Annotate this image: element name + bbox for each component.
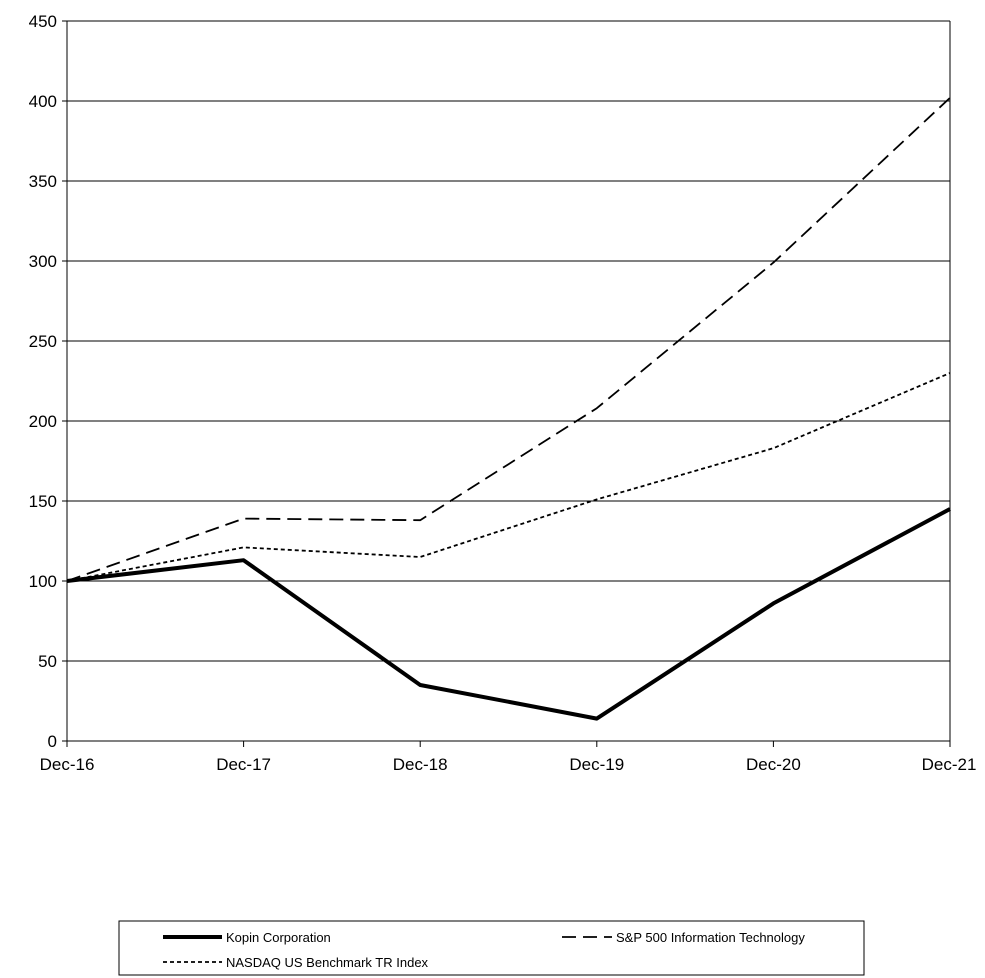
- y-tick-label: 100: [29, 572, 57, 591]
- legend-label-1: S&P 500 Information Technology: [616, 930, 805, 945]
- series-lines: [66, 97, 951, 721]
- legend: Kopin Corporation S&P 500 Information Tec…: [118, 920, 865, 976]
- gridlines: [67, 20, 950, 662]
- series-line-1: [66, 97, 951, 582]
- y-tick-label: 150: [29, 492, 57, 511]
- x-tick-label: Dec-19: [569, 755, 624, 774]
- y-tick-label: 400: [29, 92, 57, 111]
- x-tick-label: Dec-18: [393, 755, 448, 774]
- y-tick-label: 300: [29, 252, 57, 271]
- x-tick-label: Dec-20: [746, 755, 801, 774]
- y-tick-label: 50: [38, 652, 57, 671]
- x-tick-label: Dec-16: [40, 755, 95, 774]
- legend-label-2: NASDAQ US Benchmark TR Index: [226, 955, 429, 970]
- legend-label-0: Kopin Corporation: [226, 930, 331, 945]
- axes: 0 50 100 150 200 250 300 350 400 450 Dec-16 Dec-17 D…: [29, 12, 977, 774]
- y-tick-label: 250: [29, 332, 57, 351]
- series-line-2: [66, 372, 951, 582]
- y-tick-label: 450: [29, 12, 57, 31]
- x-tick-label: Dec-21: [922, 755, 977, 774]
- y-tick-label: 350: [29, 172, 57, 191]
- x-tick-label: Dec-17: [216, 755, 271, 774]
- legend-box: [118, 920, 865, 976]
- series-line-0: [66, 507, 951, 721]
- y-tick-label: 0: [48, 732, 57, 751]
- y-tick-label: 200: [29, 412, 57, 431]
